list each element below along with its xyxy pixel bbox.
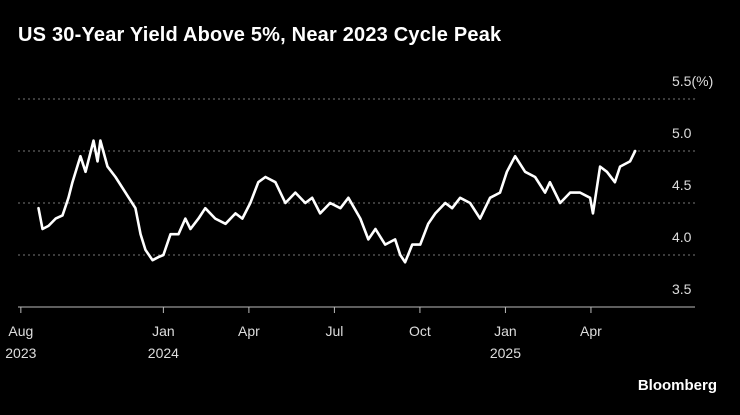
y-tick-label: 4.0 (672, 229, 692, 245)
x-tick-label: Oct (409, 323, 431, 339)
y-tick-label: 3.5 (672, 281, 692, 297)
yield-line (37, 139, 637, 264)
x-tick-label: Jan 2024 (147, 323, 179, 361)
chart-title: US 30-Year Yield Above 5%, Near 2023 Cyc… (18, 24, 502, 46)
x-tick-label: Jan 2025 (489, 323, 522, 361)
x-tick-label: Jul (325, 323, 344, 339)
y-tick-label: 5.0 (672, 125, 692, 141)
y-tick-label: 4.5 (672, 177, 692, 193)
x-tick-label: Aug 2023 (5, 323, 37, 361)
y-tick-label: 5.5(%) (672, 73, 714, 89)
x-tick-label: Apr (237, 323, 260, 339)
x-tick-label: Apr (580, 323, 602, 339)
source-logo: Bloomberg (637, 377, 717, 394)
